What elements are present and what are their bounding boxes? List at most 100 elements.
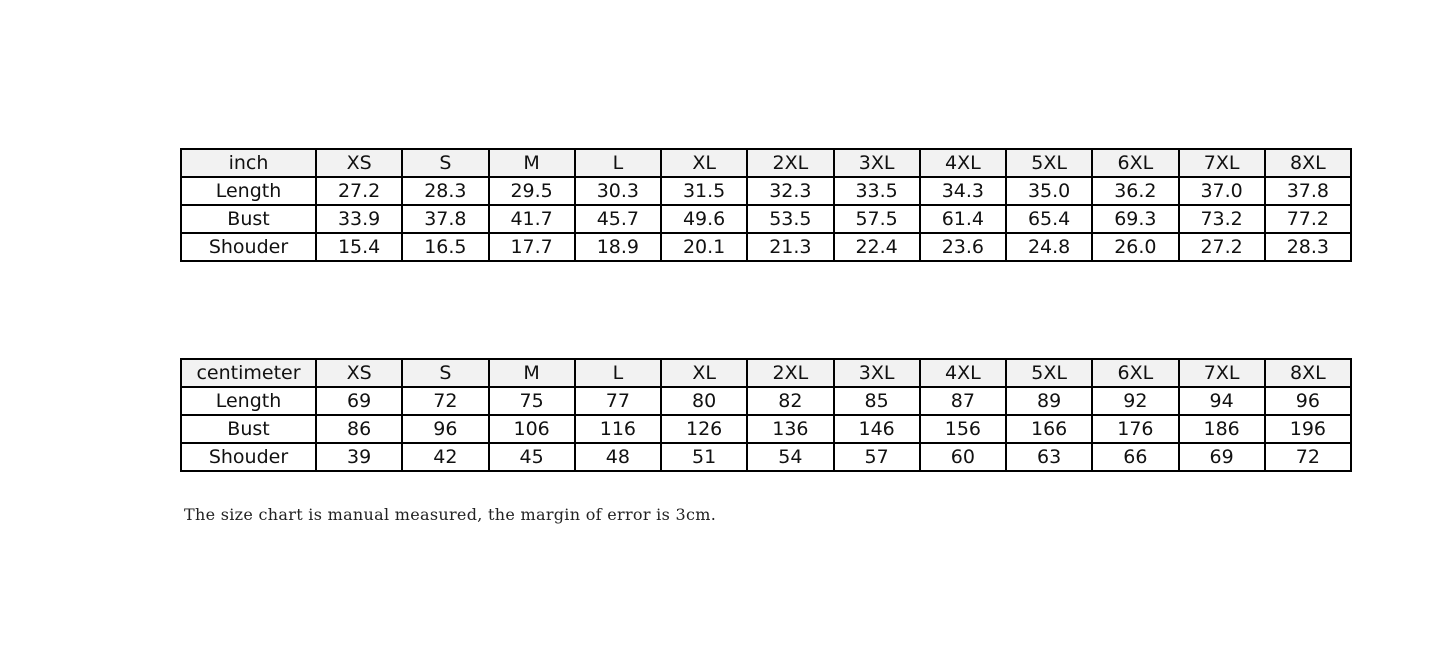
size-header: M	[487, 358, 576, 388]
table-cell: 65.4	[1004, 204, 1094, 234]
row-label: Shouder	[180, 232, 317, 262]
table-cell: 146	[832, 414, 921, 444]
table-cell: 60	[918, 442, 1008, 472]
table-cell: 45	[487, 442, 576, 472]
table-cell: 87	[918, 386, 1008, 416]
table-cell: 51	[659, 442, 749, 472]
size-header: XL	[659, 148, 749, 178]
size-header: 7XL	[1177, 358, 1266, 388]
table-cell: 21.3	[746, 232, 835, 262]
table-cell: 57	[832, 442, 921, 472]
table-cell: 48	[573, 442, 663, 472]
table-cell: 20.1	[659, 232, 749, 262]
table-cell: 166	[1004, 414, 1094, 444]
table-cell: 69	[314, 386, 404, 416]
size-header: 4XL	[918, 148, 1008, 178]
table-cell: 54	[746, 442, 835, 472]
table-cell: 136	[746, 414, 835, 444]
table-cell: 23.6	[918, 232, 1008, 262]
size-header: S	[401, 358, 490, 388]
table-cell: 18.9	[573, 232, 663, 262]
table-cell: 94	[1177, 386, 1266, 416]
measurement-note: The size chart is manual measured, the m…	[184, 505, 717, 524]
table-cell: 89	[1004, 386, 1094, 416]
table-cell: 37.8	[401, 204, 490, 234]
table-row: Bust 86 96 106 116 126 136 146 156 166 176 186 196	[180, 414, 1353, 444]
table-cell: 34.3	[918, 176, 1008, 206]
size-header: XS	[314, 148, 404, 178]
table-cell: 29.5	[487, 176, 576, 206]
table-cell: 61.4	[918, 204, 1008, 234]
table-cell: 96	[1263, 386, 1353, 416]
table-cell: 27.2	[1177, 232, 1266, 262]
size-header: S	[401, 148, 490, 178]
size-header: 3XL	[832, 148, 921, 178]
table-cell: 69	[1177, 442, 1266, 472]
table-cell: 22.4	[832, 232, 921, 262]
size-header: 2XL	[746, 358, 835, 388]
size-header: 7XL	[1177, 148, 1266, 178]
header-row: centimeter XS S M L XL 2XL 3XL 4XL 5XL 6XL 7XL 8XL	[180, 358, 1353, 388]
table-cell: 31.5	[659, 176, 749, 206]
table-cell: 73.2	[1177, 204, 1266, 234]
table-cell: 17.7	[487, 232, 576, 262]
table-row: Shouder 39 42 45 48 51 54 57 60 63 66 69 72	[180, 442, 1353, 472]
unit-label: inch	[180, 148, 317, 178]
table-cell: 86	[314, 414, 404, 444]
table-cell: 15.4	[314, 232, 404, 262]
row-label: Bust	[180, 414, 317, 444]
table-row: Shouder 15.4 16.5 17.7 18.9 20.1 21.3 22.4 23.6 2…	[180, 232, 1353, 262]
table-cell: 92	[1091, 386, 1180, 416]
table-cell: 106	[487, 414, 576, 444]
row-label: Length	[180, 386, 317, 416]
table-cell: 80	[659, 386, 749, 416]
table-cell: 116	[573, 414, 663, 444]
table-cell: 66	[1091, 442, 1180, 472]
table-cell: 42	[401, 442, 490, 472]
table-cell: 57.5	[832, 204, 921, 234]
size-header: M	[487, 148, 576, 178]
table-cell: 75	[487, 386, 576, 416]
table-cell: 26.0	[1091, 232, 1180, 262]
size-header: XL	[659, 358, 749, 388]
table-cell: 24.8	[1004, 232, 1094, 262]
size-header: 3XL	[832, 358, 921, 388]
size-header: 5XL	[1004, 358, 1094, 388]
table-cell: 53.5	[746, 204, 835, 234]
size-header: 8XL	[1263, 148, 1353, 178]
table-cell: 36.2	[1091, 176, 1180, 206]
table-cell: 28.3	[1263, 232, 1353, 262]
table-cell: 63	[1004, 442, 1094, 472]
row-label: Shouder	[180, 442, 317, 472]
size-header: 2XL	[746, 148, 835, 178]
row-label: Bust	[180, 204, 317, 234]
table-cell: 85	[832, 386, 921, 416]
inch-size-table: inch XS S M L XL 2XL 3XL 4XL 5XL 6XL 7XL 8XL Length 27…	[180, 148, 1353, 262]
table-cell: 37.8	[1263, 176, 1353, 206]
table-cell: 126	[659, 414, 749, 444]
table-cell: 35.0	[1004, 176, 1094, 206]
table-cell: 37.0	[1177, 176, 1266, 206]
table-cell: 196	[1263, 414, 1353, 444]
table-cell: 72	[401, 386, 490, 416]
table-cell: 77.2	[1263, 204, 1353, 234]
table-cell: 28.3	[401, 176, 490, 206]
table-cell: 41.7	[487, 204, 576, 234]
table-cell: 16.5	[401, 232, 490, 262]
unit-label: centimeter	[180, 358, 317, 388]
size-header: XS	[314, 358, 404, 388]
table-cell: 30.3	[573, 176, 663, 206]
table-cell: 49.6	[659, 204, 749, 234]
row-label: Length	[180, 176, 317, 206]
size-header: L	[573, 358, 663, 388]
table-row: Length 27.2 28.3 29.5 30.3 31.5 32.3 33.5 34.3 35…	[180, 176, 1353, 206]
size-header: 6XL	[1091, 148, 1180, 178]
table-cell: 33.9	[314, 204, 404, 234]
table-cell: 45.7	[573, 204, 663, 234]
header-row: inch XS S M L XL 2XL 3XL 4XL 5XL 6XL 7XL 8XL	[180, 148, 1353, 178]
table-cell: 96	[401, 414, 490, 444]
size-header: 5XL	[1004, 148, 1094, 178]
size-header: 4XL	[918, 358, 1008, 388]
table-cell: 39	[314, 442, 404, 472]
table-cell: 32.3	[746, 176, 835, 206]
